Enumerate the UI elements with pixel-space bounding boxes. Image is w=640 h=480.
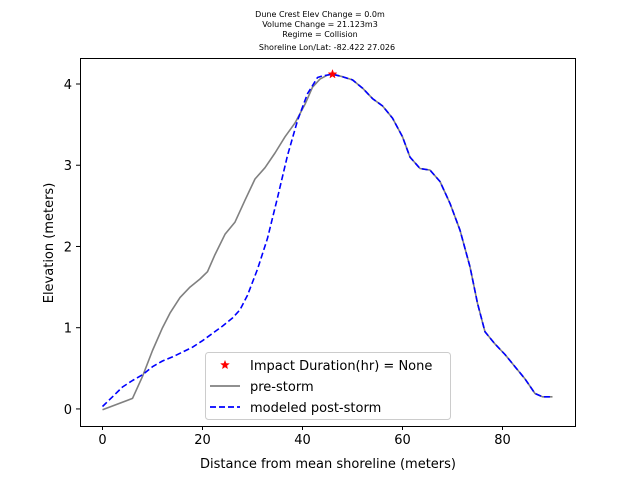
y-tick-label: 2 bbox=[64, 240, 72, 255]
series-line-post-storm bbox=[101, 73, 553, 408]
plot-frame bbox=[80, 58, 576, 427]
legend-label-impact: Impact Duration(hr) = None bbox=[250, 359, 432, 374]
x-tick-label: 80 bbox=[494, 433, 511, 448]
y-tick-label: 4 bbox=[64, 78, 72, 93]
chart-title: Dune Crest Elev Change = 0.0m Volume Cha… bbox=[255, 10, 395, 52]
y-tick-label: 3 bbox=[64, 159, 72, 174]
marker-layer bbox=[327, 68, 338, 79]
legend-star-icon bbox=[220, 359, 230, 370]
x-axis-label: Distance from mean shoreline (meters) bbox=[200, 457, 456, 472]
y-axis-label: Elevation (meters) bbox=[42, 183, 57, 304]
legend-star-shape bbox=[220, 359, 230, 370]
x-tick-label: 40 bbox=[294, 433, 311, 448]
y-tick-label: 1 bbox=[64, 322, 72, 337]
legend-label-pre-storm: pre-storm bbox=[250, 380, 314, 395]
title-line-3: Regime = Collision bbox=[282, 30, 357, 39]
legend-label-post-storm: modeled post-storm bbox=[250, 401, 381, 416]
x-tick-label: 20 bbox=[194, 433, 211, 448]
x-tick-label: 0 bbox=[98, 433, 106, 448]
y-axis-ticks: 0 1 2 3 4 bbox=[64, 78, 80, 418]
legend: Impact Duration(hr) = None pre-storm mod… bbox=[205, 352, 451, 420]
title-line-4: Shoreline Lon/Lat: -82.422 27.026 bbox=[259, 43, 395, 52]
title-line-1: Dune Crest Elev Change = 0.0m bbox=[255, 10, 385, 19]
impact-marker-star bbox=[327, 68, 338, 79]
y-tick-label: 0 bbox=[64, 403, 72, 418]
x-tick-label: 60 bbox=[394, 433, 411, 448]
title-line-2: Volume Change = 21.123m3 bbox=[262, 20, 378, 29]
legend-box bbox=[205, 352, 451, 420]
